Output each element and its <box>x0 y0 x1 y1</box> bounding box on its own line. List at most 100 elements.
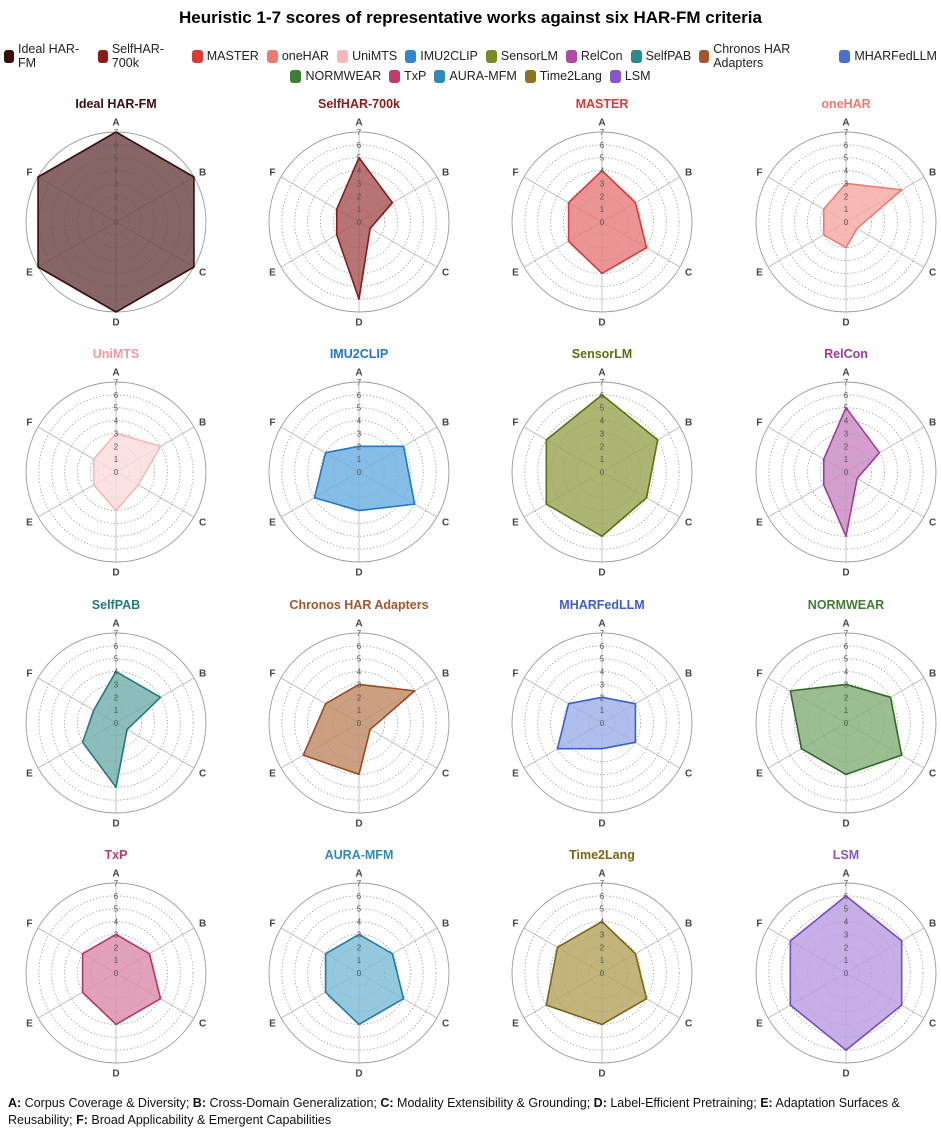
data-area <box>545 920 648 1026</box>
axis-label: D <box>598 318 605 329</box>
tick-label: 6 <box>844 892 849 901</box>
tick-label: 4 <box>357 668 362 677</box>
legend-swatch <box>389 69 401 83</box>
panel-title: Chronos HAR Adapters <box>289 598 428 612</box>
grid-ring <box>537 658 667 788</box>
legend-entry: MHARFedLLM <box>839 49 937 63</box>
tick-label: 0 <box>357 969 362 978</box>
axis-label: D <box>355 819 362 830</box>
tick-label: 4 <box>844 167 849 176</box>
legend-entry: UniMTS <box>337 49 397 63</box>
legend-entry: TxP <box>389 69 426 83</box>
axis-label: A <box>112 619 119 630</box>
axis-label: E <box>512 1019 519 1030</box>
axis-label: F <box>512 669 518 680</box>
tick-label: 6 <box>844 642 849 651</box>
axis-label: E <box>26 518 33 529</box>
axis-label: D <box>112 1069 119 1080</box>
legend-label: NORMWEAR <box>305 69 382 83</box>
axis-label: C <box>199 518 206 529</box>
grid-ring <box>281 144 437 300</box>
tick-label: 4 <box>114 918 119 927</box>
grid-ring <box>768 895 924 1051</box>
tick-label: 3 <box>114 429 119 438</box>
radar-panel: Chronos HAR Adapters 0 1 2 3 4 5 6 7A B C D E F <box>268 598 450 830</box>
grid-ring <box>524 895 680 1051</box>
data-area <box>324 933 405 1026</box>
legend-entry: SelfHAR-700k <box>97 42 184 70</box>
legend-entry: NORMWEAR <box>290 69 381 83</box>
radar-panel: SelfHAR-700k 0 1 2 3 4 5 6 7A B C D E F <box>268 97 450 329</box>
axis-label: E <box>269 1019 276 1030</box>
panel-title: SelfPAB <box>92 598 140 612</box>
tick-label: 1 <box>357 455 362 464</box>
legend-row: NORMWEAR TxP AURA-MFM Time2Lang LSM <box>0 66 941 86</box>
radar-panel: LSM 0 1 2 3 4 5 6 7A B C D E F <box>755 848 937 1080</box>
axis-label: A <box>355 619 362 630</box>
axis-label: B <box>199 168 206 179</box>
axis-label: A <box>355 368 362 379</box>
legend-entry: AURA-MFM <box>434 69 517 83</box>
tick-label: 7 <box>114 629 119 638</box>
axis-label: E <box>756 1019 763 1030</box>
tick-label: 0 <box>600 468 605 477</box>
tick-label: 6 <box>357 892 362 901</box>
radar-panel: UniMTS 0 1 2 3 4 5 6 7A B C D E F <box>25 347 207 579</box>
tick-label: 1 <box>114 455 119 464</box>
grid-ring <box>38 394 194 550</box>
axis-label: C <box>685 268 692 279</box>
axis-label: B <box>929 168 936 179</box>
grid-ring <box>294 658 424 788</box>
axis-spoke <box>845 471 925 518</box>
tick-label: 4 <box>357 417 362 426</box>
axis-label: E <box>756 769 763 780</box>
legend-entry: oneHAR <box>266 49 329 63</box>
tick-label: 5 <box>844 655 849 664</box>
axis-label: F <box>756 168 762 179</box>
tick-label: 4 <box>357 918 362 927</box>
radar-panel: TxP 0 1 2 3 4 5 6 7A B C D E F <box>25 848 207 1080</box>
tick-label: 2 <box>600 943 605 952</box>
tick-label: 6 <box>357 642 362 651</box>
axis-label: E <box>512 268 519 279</box>
axis-label: F <box>512 168 518 179</box>
grid-ring <box>819 195 873 249</box>
tick-label: 6 <box>357 391 362 400</box>
grid-ring <box>294 407 424 537</box>
axis-label: C <box>442 1019 449 1030</box>
tick-label: 1 <box>600 706 605 715</box>
axis-label: C <box>442 769 449 780</box>
tick-label: 1 <box>600 205 605 214</box>
panel-title: Time2Lang <box>569 848 635 862</box>
axis-key: B: <box>192 1096 206 1110</box>
tick-label: 1 <box>844 455 849 464</box>
tick-label: 0 <box>844 468 849 477</box>
legend-swatch <box>405 49 417 63</box>
axis-label: D <box>598 819 605 830</box>
grid-ring <box>807 433 885 511</box>
legend-label: UniMTS <box>352 49 398 63</box>
grid-ring <box>51 658 181 788</box>
axis-label: F <box>269 418 275 429</box>
grid-ring <box>537 908 667 1038</box>
tick-label: 7 <box>114 879 119 888</box>
axis-label: A <box>112 869 119 880</box>
panel-title: LSM <box>833 848 859 862</box>
axis-label: D <box>355 318 362 329</box>
radar-panel: MASTER 0 1 2 3 4 5 6 7A B C D E F <box>511 97 693 329</box>
tick-label: 7 <box>600 378 605 387</box>
axis-label: E <box>756 518 763 529</box>
grid-ring <box>89 696 143 750</box>
legend-swatch <box>699 49 710 63</box>
panel-title: NORMWEAR <box>808 598 884 612</box>
axis-key: D: <box>593 1096 607 1110</box>
axis-key: C: <box>380 1096 394 1110</box>
axis-key: A: <box>8 1096 22 1110</box>
radar-panel: SelfPAB 0 1 2 3 4 5 6 7A B C D E F <box>25 598 207 830</box>
tick-label: 0 <box>114 218 119 227</box>
tick-label: 3 <box>600 930 605 939</box>
tick-label: 5 <box>600 154 605 163</box>
axis-label: F <box>756 669 762 680</box>
legend-entry: IMU2CLIP <box>405 49 478 63</box>
grid-ring <box>77 684 155 762</box>
